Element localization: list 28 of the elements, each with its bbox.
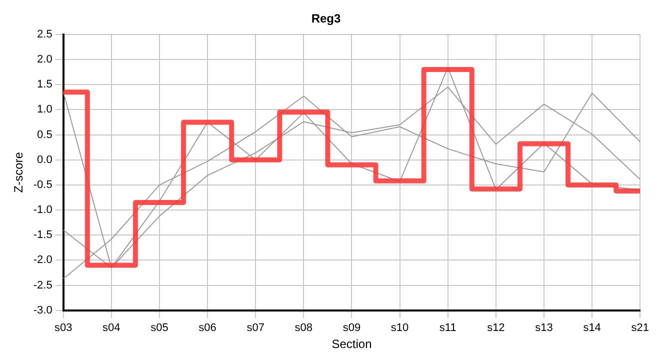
y-tick-label: 0.5	[37, 128, 52, 141]
x-tick-label: s05	[150, 322, 168, 334]
x-tick-label: s10	[390, 322, 409, 334]
x-tick-label: s08	[294, 322, 313, 334]
y-tick-label: -2.0	[33, 254, 52, 266]
y-tick-label: -1.0	[33, 204, 52, 216]
y-axis-title: Z-score	[12, 152, 26, 193]
x-tick-label: s04	[102, 322, 120, 334]
y-tick-label: 2.0	[37, 54, 52, 66]
y-tick-label: 1.0	[37, 104, 52, 116]
y-tick-label: 0.0	[37, 154, 52, 166]
y-tick-label: 2.5	[37, 28, 52, 40]
x-tick-label: s13	[535, 322, 553, 334]
x-axis-title: Section	[332, 337, 372, 352]
y-tick-label: -2.5	[33, 279, 52, 292]
y-tick-label: -1.5	[33, 229, 52, 242]
y-tick-label: -0.5	[33, 178, 52, 191]
y-tick-label: -3.0	[33, 304, 52, 316]
y-tick-label: 1.5	[37, 78, 52, 91]
x-tick-label: s09	[342, 322, 361, 334]
x-tick-label: s21	[631, 322, 650, 334]
x-tick-label: s12	[487, 322, 505, 334]
x-tick-label: s07	[246, 322, 264, 334]
chart-title: Reg3	[311, 12, 341, 26]
x-tick-label: s06	[198, 322, 216, 334]
x-tick-label: s11	[439, 322, 456, 334]
x-tick-label: s14	[583, 322, 601, 334]
x-tick-label: s03	[54, 322, 72, 334]
